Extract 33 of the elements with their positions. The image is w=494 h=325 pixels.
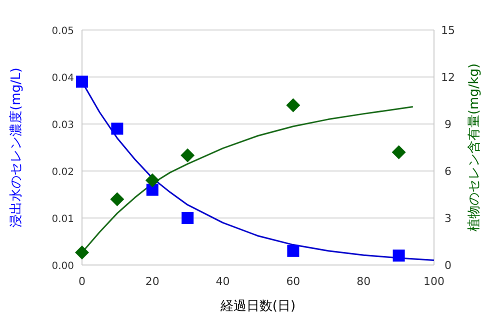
point bbox=[145, 173, 160, 188]
point bbox=[392, 145, 406, 160]
x-tick-label: 40 bbox=[216, 275, 230, 288]
point bbox=[392, 250, 405, 262]
y2-tick-label: 15 bbox=[441, 24, 455, 37]
y-tick-label: 0.04 bbox=[52, 73, 74, 84]
y2-tick-label: 3 bbox=[444, 212, 452, 225]
x-tick-label: 0 bbox=[78, 275, 86, 288]
y2-axis-title: 植物のセレン含有量(mg/kg) bbox=[467, 63, 482, 232]
point bbox=[75, 245, 89, 260]
y2-tick-label: 6 bbox=[444, 165, 452, 178]
y-axis-title: 浸出水のセレン濃度(mg/L) bbox=[8, 68, 24, 228]
y-tick-label: 0.00 bbox=[52, 261, 74, 272]
point bbox=[76, 76, 88, 88]
y-tick-label: 0.05 bbox=[52, 26, 74, 37]
point bbox=[111, 122, 124, 135]
y2-tick-label: 12 bbox=[441, 71, 455, 84]
point bbox=[180, 148, 195, 162]
x-tick-label: 20 bbox=[145, 275, 160, 288]
point bbox=[146, 184, 158, 196]
point bbox=[110, 192, 124, 206]
x-axis-title: 経過日数(日) bbox=[219, 299, 296, 314]
x-tick-label: 100 bbox=[424, 275, 444, 288]
point bbox=[286, 98, 300, 112]
point bbox=[287, 244, 300, 257]
y2-tick-label: 9 bbox=[444, 118, 452, 131]
y2-tick-label: 0 bbox=[444, 259, 452, 272]
point bbox=[182, 212, 194, 224]
y-tick-label: 0.03 bbox=[52, 120, 74, 131]
x-tick-label: 60 bbox=[286, 275, 300, 288]
x-tick-label: 80 bbox=[356, 275, 371, 288]
y-tick-label: 0.01 bbox=[52, 214, 74, 225]
y-tick-label: 0.02 bbox=[52, 167, 74, 178]
